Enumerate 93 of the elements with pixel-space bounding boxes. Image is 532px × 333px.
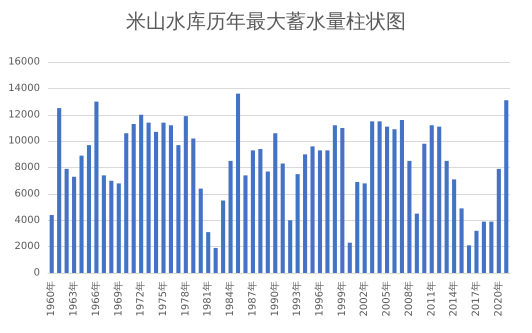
- bar: [385, 126, 390, 273]
- bar: [109, 180, 114, 273]
- x-tick-label: 1999年: [336, 281, 348, 316]
- x-tick-label: 2020年: [492, 281, 504, 316]
- x-tick-label: 1990年: [268, 281, 281, 316]
- bar: [430, 125, 434, 273]
- bar: [102, 175, 106, 273]
- bar: [198, 188, 203, 273]
- bar: [273, 133, 278, 273]
- bar: [466, 245, 472, 273]
- x-tick-label: 1996年: [313, 281, 326, 316]
- bar: [452, 179, 456, 273]
- x-tick-label: 1978年: [179, 281, 192, 316]
- x-tick-label: 1972年: [134, 281, 147, 316]
- x-tick-label: 1960年: [45, 281, 58, 316]
- bar: [206, 232, 210, 273]
- bar: [50, 214, 54, 273]
- bar: [280, 164, 285, 273]
- bar: [474, 230, 479, 273]
- bar: [504, 100, 508, 273]
- bar: [348, 242, 352, 273]
- bar: [288, 220, 292, 273]
- y-tick-label: 8000: [14, 162, 40, 173]
- bar: [168, 125, 173, 273]
- bar: [184, 116, 188, 273]
- x-tick-label: 1981年: [202, 281, 214, 316]
- y-tick-label: 2000: [14, 241, 40, 252]
- x-tick-label: 1966年: [90, 281, 102, 316]
- bar: [422, 144, 426, 273]
- bar: [392, 129, 397, 273]
- bar: [228, 160, 233, 273]
- x-tick-label: 2017年: [470, 281, 482, 316]
- bar: [400, 120, 404, 273]
- bar: [139, 114, 144, 273]
- x-tick-label: 2005年: [380, 281, 393, 316]
- bar: [355, 182, 360, 273]
- chart-title: 米山水库历年最大蓄水量柱状图: [126, 9, 406, 33]
- bar: [370, 121, 374, 273]
- x-tick-label: 2002年: [358, 281, 370, 316]
- bar: [94, 102, 98, 273]
- bar: [154, 132, 158, 273]
- bar: [303, 154, 308, 273]
- y-tick-label: 4000: [14, 214, 40, 226]
- bar: [318, 150, 322, 273]
- bar: [161, 122, 166, 273]
- bar: [72, 176, 76, 273]
- y-tick-label: 16000: [8, 56, 40, 68]
- bar: [243, 175, 248, 273]
- bar: [266, 171, 270, 273]
- bar: [437, 126, 442, 273]
- bar: [340, 128, 344, 273]
- bar: [191, 138, 196, 273]
- bar: [378, 121, 382, 273]
- bar: [444, 160, 449, 273]
- y-tick-label: 0: [34, 268, 40, 278]
- bar: [132, 124, 136, 273]
- bar: [250, 150, 255, 273]
- y-tick-label: 12000: [8, 109, 40, 120]
- x-tick-label: 2008年: [402, 281, 415, 316]
- bar: [482, 222, 486, 273]
- bar: [146, 122, 151, 273]
- bar: [362, 183, 367, 273]
- bar: [310, 146, 315, 273]
- x-tick-label: 2011年: [425, 281, 438, 316]
- bar: [214, 248, 218, 273]
- x-tick-label: 1993年: [291, 281, 304, 316]
- y-tick-label: 10000: [8, 136, 40, 147]
- bar: [116, 183, 121, 273]
- x-tick-label: 1984年: [224, 281, 236, 316]
- bar: [414, 214, 419, 273]
- bar: [496, 168, 501, 273]
- x-tick-label: 1987年: [246, 281, 258, 316]
- x-tick-label: 2014年: [448, 281, 460, 316]
- bar: [176, 145, 180, 273]
- x-tick-label: 1975年: [157, 281, 169, 316]
- bar: [258, 149, 262, 273]
- x-tick-label: 1963年: [68, 281, 80, 316]
- x-tick-label: 1969年: [112, 281, 124, 316]
- bar: [325, 150, 330, 273]
- bar: [489, 222, 494, 273]
- bar: [332, 125, 337, 273]
- bar: [86, 145, 92, 273]
- bar: [407, 160, 412, 273]
- bar: [460, 208, 464, 273]
- y-tick-label: 6000: [14, 188, 40, 200]
- bar: [236, 94, 240, 273]
- bar: [79, 156, 84, 273]
- bar: [57, 108, 62, 273]
- bar: [221, 200, 226, 273]
- bar: [296, 174, 300, 273]
- bar: [64, 168, 69, 273]
- y-tick-label: 14000: [8, 82, 40, 94]
- bar: [124, 133, 128, 273]
